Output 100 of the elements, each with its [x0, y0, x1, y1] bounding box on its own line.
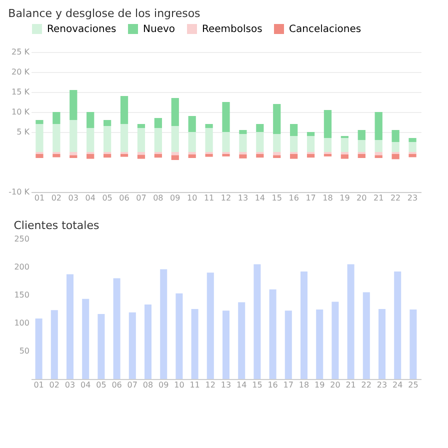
- x-tick-label: 19: [314, 380, 325, 390]
- bar: [273, 134, 281, 152]
- bar: [374, 155, 382, 158]
- bar: [347, 264, 354, 379]
- bar: [66, 274, 74, 379]
- x-tick-label: 25: [408, 380, 418, 390]
- x-tick-label: 12: [220, 194, 232, 202]
- bar: [290, 124, 298, 136]
- bar: [324, 138, 332, 152]
- bar: [290, 154, 298, 159]
- bar: [358, 154, 366, 158]
- bar: [256, 132, 264, 152]
- bar: [154, 118, 162, 128]
- bar: [256, 124, 264, 132]
- x-tick-label: 05: [96, 380, 106, 390]
- bar: [137, 124, 146, 128]
- bar: [340, 154, 349, 159]
- y-tick-label: 5 K: [16, 128, 30, 136]
- x-tick-label: 14: [254, 194, 266, 202]
- bar: [113, 278, 120, 379]
- x-tick-label: 20: [330, 380, 340, 390]
- bar: [410, 310, 417, 379]
- legend-label: Reembolsos: [202, 24, 262, 35]
- bar: [284, 310, 292, 379]
- x-tick-label: 12: [205, 380, 216, 390]
- x-tick-label: 18: [322, 194, 333, 202]
- bar: [191, 309, 198, 379]
- bar: [188, 154, 196, 158]
- x-tick-label: 24: [392, 380, 403, 390]
- legend-label: Cancelaciones: [289, 24, 362, 35]
- bar: [36, 154, 44, 158]
- x-tick-label: 09: [158, 380, 169, 390]
- x-tick-label: 03: [68, 194, 78, 202]
- bar: [70, 120, 78, 152]
- x-tick-label: 21: [346, 380, 356, 390]
- x-tick-label: 05: [102, 194, 112, 202]
- bar: [239, 154, 247, 158]
- x-tick-label: 01: [34, 380, 44, 390]
- bar: [171, 126, 179, 152]
- y-tick-label: 20 K: [12, 68, 30, 76]
- x-tick-label: 22: [390, 194, 401, 202]
- bar: [324, 110, 332, 138]
- bar: [273, 152, 281, 156]
- x-tick-label: 16: [268, 380, 278, 390]
- bar: [332, 302, 339, 379]
- bar: [306, 136, 315, 152]
- chart-title: Balance y desglose de los ingresos: [8, 7, 201, 20]
- bar: [52, 112, 60, 124]
- x-tick-label: 17: [306, 194, 316, 202]
- bar: [408, 154, 416, 158]
- bar: [50, 310, 58, 379]
- x-tick-label: 22: [361, 380, 372, 390]
- x-tick-label: 14: [236, 380, 247, 390]
- bar: [171, 155, 179, 160]
- y-tick-label: 15 K: [12, 88, 30, 96]
- bar: [205, 128, 213, 152]
- bar: [120, 154, 128, 157]
- y-tick-label: 150: [14, 290, 30, 300]
- x-tick-label: 17: [283, 380, 294, 390]
- bar: [300, 271, 308, 379]
- x-tick-label: 04: [80, 380, 91, 390]
- bar: [137, 128, 146, 152]
- bar: [269, 289, 276, 379]
- bar: [103, 154, 112, 158]
- bar: [35, 318, 42, 379]
- bar: [273, 104, 281, 134]
- y-tick-label: -10 K: [8, 188, 30, 196]
- y-tick-label: 25 K: [12, 48, 30, 56]
- bar: [137, 154, 146, 159]
- x-tick-label: 01: [34, 194, 45, 202]
- y-tick-label: 10 K: [12, 108, 30, 116]
- bar: [188, 116, 196, 132]
- x-tick-label: 13: [220, 380, 232, 390]
- bar: [362, 292, 370, 379]
- bar: [392, 142, 400, 152]
- bar: [160, 269, 168, 379]
- bar: [374, 152, 382, 156]
- x-tick-label: 10: [174, 380, 184, 390]
- x-tick-label: 23: [376, 380, 388, 390]
- bar: [205, 124, 213, 128]
- x-tick-label: 11: [190, 380, 200, 390]
- x-tick-label: 08: [153, 194, 164, 202]
- bar: [358, 130, 366, 140]
- bar: [408, 138, 416, 142]
- bar: [171, 152, 179, 156]
- bar: [358, 140, 366, 152]
- bar: [82, 298, 90, 379]
- y-tick-label: 250: [14, 234, 30, 244]
- chart-title: Clientes totales: [14, 219, 100, 232]
- bar: [256, 154, 264, 158]
- x-tick-label: 19: [340, 194, 350, 202]
- y-tick-label: 50: [19, 346, 30, 356]
- bar: [408, 142, 416, 152]
- y-tick-label: 100: [14, 318, 30, 328]
- x-tick-label: 09: [170, 194, 180, 202]
- bar: [206, 272, 214, 379]
- bar: [254, 264, 261, 379]
- bar: [103, 120, 112, 126]
- bar: [222, 132, 230, 152]
- legend-label: Nuevo: [143, 24, 176, 35]
